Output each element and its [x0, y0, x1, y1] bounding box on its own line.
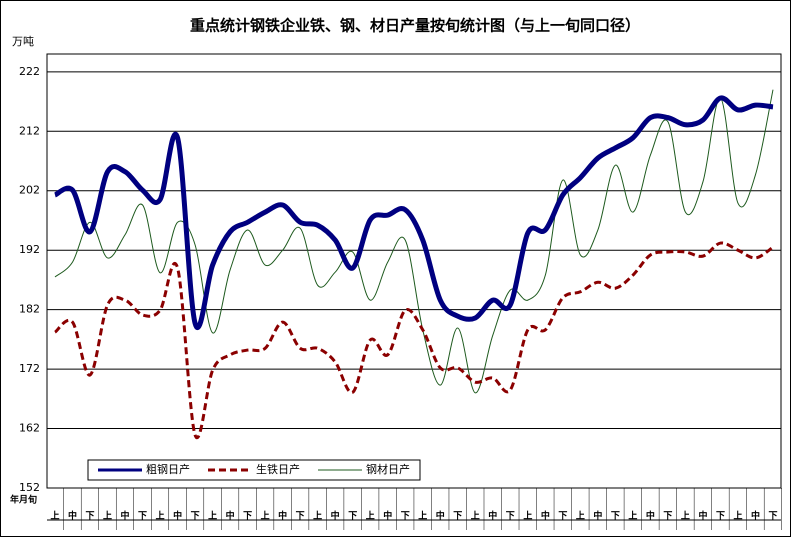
- series-line: [53, 95, 774, 330]
- x-tick-label: 上: [261, 510, 270, 522]
- y-tick-label: 192: [19, 243, 40, 256]
- legend-label: 生铁日产: [256, 462, 300, 476]
- chart-title: 重点统计钢铁企业铁、钢、材日产量按旬统计图（与上一旬同口径）: [190, 17, 640, 35]
- x-tick-label: 上: [366, 510, 375, 522]
- y-unit: 万吨: [12, 35, 34, 48]
- x-tick-label: 上: [576, 510, 585, 522]
- x-tick-label: 下: [348, 511, 357, 522]
- x-tick-label: 下: [506, 511, 515, 522]
- x-tick-label: 下: [86, 511, 95, 522]
- x-tick-label: 上: [156, 510, 165, 522]
- x-label: 年月旬: [10, 494, 37, 506]
- x-tick-label: 下: [716, 511, 725, 522]
- y-tick-label: 182: [19, 303, 40, 316]
- x-tick-label: 中: [226, 510, 235, 522]
- x-tick-label: 下: [401, 511, 410, 522]
- x-tick-label: 上: [418, 510, 427, 522]
- x-tick-label: 上: [733, 510, 742, 522]
- x-tick-label: 中: [173, 510, 182, 522]
- x-tick-label: 中: [646, 510, 655, 522]
- x-tick-label: 下: [296, 511, 305, 522]
- x-tick-label: 上: [471, 510, 480, 522]
- x-tick-label: 上: [103, 510, 112, 522]
- x-tick-label: 上: [313, 510, 322, 522]
- y-tick-label: 172: [19, 362, 40, 375]
- x-tick-label: 中: [278, 510, 287, 522]
- x-tick-label: 中: [593, 510, 602, 522]
- x-tick-label: 下: [768, 511, 777, 522]
- series-line: [54, 241, 774, 440]
- x-tick-label: 中: [436, 510, 445, 522]
- x-tick-label: 中: [383, 510, 392, 522]
- x-tick-label: 上: [50, 510, 59, 522]
- x-tick-label: 下: [138, 511, 147, 522]
- x-tick-label: 中: [331, 510, 340, 522]
- x-tick-label: 下: [243, 511, 252, 522]
- x-tick-label: 下: [558, 511, 567, 522]
- x-tick-label: 上: [208, 510, 217, 522]
- x-tick-label: 下: [453, 511, 462, 522]
- y-tick-label: 162: [19, 422, 40, 435]
- x-tick-label: 下: [663, 511, 672, 522]
- x-tick-label: 中: [751, 510, 760, 522]
- x-tick-label: 上: [628, 510, 637, 522]
- x-tick-label: 中: [698, 510, 707, 522]
- x-tick-label: 中: [541, 510, 550, 522]
- y-tick-label: 152: [19, 481, 40, 494]
- legend-label: 钢材日产: [366, 462, 410, 476]
- y-tick-label: 222: [19, 65, 40, 78]
- x-tick-label: 下: [611, 511, 620, 522]
- y-tick-label: 202: [19, 184, 40, 197]
- x-tick-label: 上: [523, 510, 532, 522]
- x-tick-label: 下: [191, 511, 200, 522]
- x-tick-label: 中: [68, 510, 77, 522]
- legend-label: 粗钢日产: [146, 462, 190, 476]
- x-tick-label: 中: [121, 510, 130, 522]
- y-tick-label: 212: [19, 124, 40, 137]
- x-tick-label: 上: [681, 510, 690, 522]
- legend-box: [87, 459, 421, 481]
- x-tick-label: 中: [488, 510, 497, 522]
